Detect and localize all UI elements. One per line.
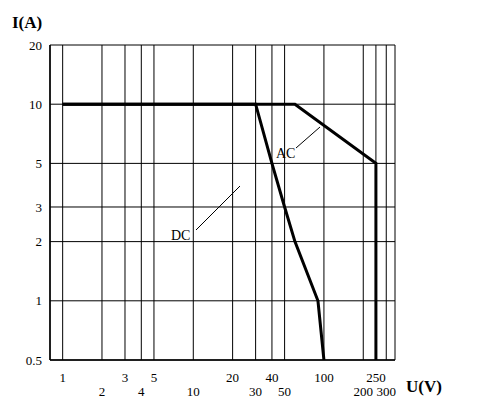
svg-text:1: 1 [59, 370, 65, 385]
svg-text:50: 50 [278, 384, 291, 399]
svg-text:40: 40 [265, 370, 278, 385]
svg-text:1: 1 [36, 293, 43, 308]
svg-text:20: 20 [226, 370, 239, 385]
svg-text:2: 2 [36, 234, 43, 249]
svg-text:AC: AC [276, 146, 295, 161]
svg-text:I(A): I(A) [12, 13, 42, 32]
svg-text:200: 200 [354, 384, 374, 399]
svg-text:U(V): U(V) [406, 377, 442, 396]
svg-text:4: 4 [138, 384, 145, 399]
svg-text:30: 30 [249, 384, 262, 399]
svg-text:0.5: 0.5 [26, 353, 42, 368]
svg-text:250: 250 [366, 370, 386, 385]
svg-text:5: 5 [36, 156, 43, 171]
svg-text:5: 5 [151, 370, 158, 385]
svg-text:20: 20 [29, 38, 42, 53]
svg-text:2: 2 [99, 384, 106, 399]
svg-text:10: 10 [29, 97, 42, 112]
svg-text:100: 100 [314, 370, 334, 385]
svg-text:10: 10 [187, 384, 200, 399]
svg-text:300: 300 [377, 384, 397, 399]
svg-text:3: 3 [36, 200, 43, 215]
svg-text:3: 3 [122, 370, 129, 385]
svg-text:DC: DC [171, 228, 190, 243]
